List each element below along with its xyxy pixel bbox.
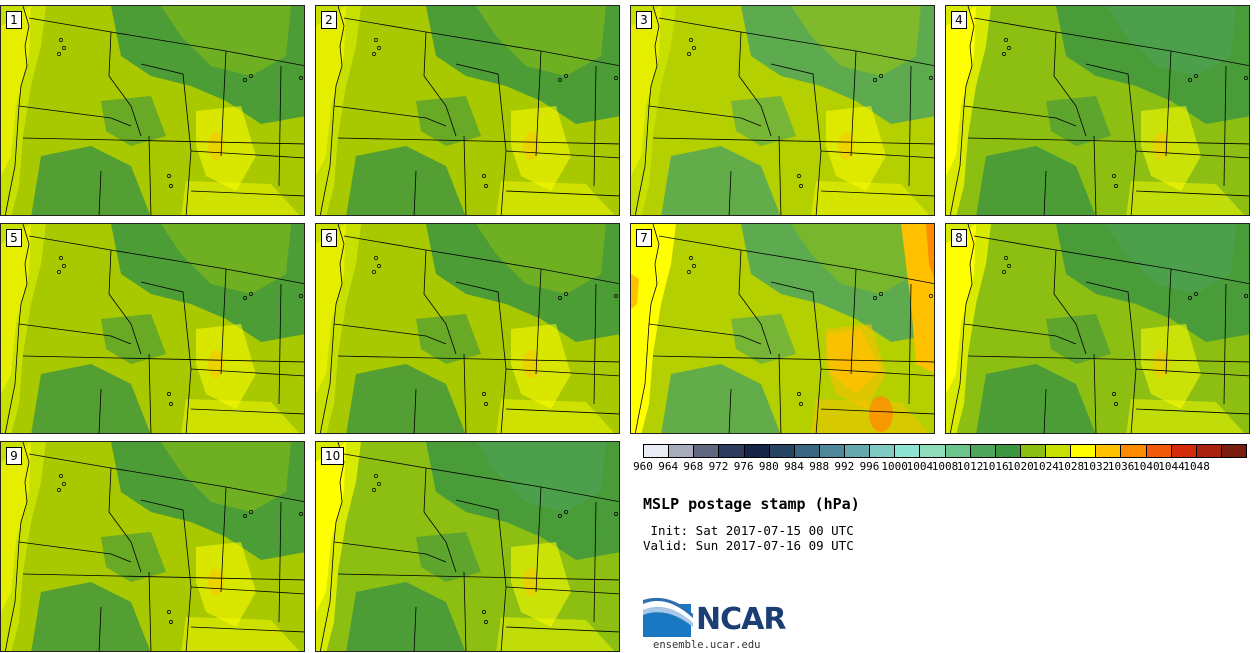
member-number-label: 1 [6, 11, 22, 29]
mslp-map [946, 6, 1249, 215]
colorbar-tick-label: 1024 [1032, 460, 1059, 473]
colorbar-tick-label: 1048 [1183, 460, 1210, 473]
colorbar-tick-label: 1028 [1057, 460, 1085, 473]
colorbar-swatch [1145, 444, 1171, 458]
mslp-map [1, 224, 304, 433]
init-time: Init: Sat 2017-07-15 00 UTC [643, 523, 854, 538]
colorbar-swatch [994, 444, 1020, 458]
colorbar-tick-label: 1000 [881, 460, 908, 473]
member-panel: 3 [630, 5, 935, 216]
colorbar-tick-label: 980 [758, 460, 779, 473]
colorbar-tick-label: 1040 [1133, 460, 1160, 473]
ncar-logo [643, 597, 693, 637]
member-number-label: 6 [321, 229, 337, 247]
mslp-map [316, 224, 619, 433]
colorbar-swatch [1170, 444, 1196, 458]
colorbar-swatch [844, 444, 870, 458]
colorbar-swatch [919, 444, 945, 458]
member-number-label: 9 [6, 447, 22, 465]
member-number-label: 7 [636, 229, 652, 247]
member-panel: 5 [0, 223, 305, 434]
member-panel: 6 [315, 223, 620, 434]
colorbar-tick-label: 964 [658, 460, 679, 473]
colorbar-tick-label: 1004 [906, 460, 934, 473]
member-panel: 9 [0, 441, 305, 652]
colorbar [643, 444, 1247, 458]
colorbar-tick-label: 960 [633, 460, 653, 473]
colorbar-swatch [944, 444, 970, 458]
colorbar-tick-label: 1016 [982, 460, 1009, 473]
colorbar-swatch [969, 444, 995, 458]
member-panel: 2 [315, 5, 620, 216]
colorbar-tick-label: 1036 [1107, 460, 1135, 473]
colorbar-swatch [1120, 444, 1146, 458]
colorbar-tick-label: 1012 [956, 460, 984, 473]
colorbar-swatch [1070, 444, 1096, 458]
colorbar-tick-label: 1008 [931, 460, 959, 473]
colorbar-swatch [643, 444, 669, 458]
member-number-label: 4 [951, 11, 967, 29]
colorbar-labels: 960 964 968 972 976 980 984 988 992 996 1000 1004 10… [633, 460, 1247, 474]
mslp-map [946, 224, 1249, 433]
colorbar-swatch [718, 444, 744, 458]
mslp-map [1, 442, 304, 651]
member-number-label: 10 [321, 447, 345, 465]
member-number-label: 8 [951, 229, 967, 247]
mslp-map [631, 6, 934, 215]
colorbar-tick-label: 972 [708, 460, 729, 473]
colorbar-swatch [793, 444, 819, 458]
plot-title: MSLP postage stamp (hPa) [643, 495, 860, 513]
colorbar-swatch [1220, 444, 1247, 458]
colorbar-swatch [894, 444, 920, 458]
colorbar-tick-label: 976 [733, 460, 754, 473]
colorbar-tick-label: 1032 [1082, 460, 1110, 473]
colorbar-tick-label: 968 [683, 460, 704, 473]
colorbar-tick-label: 1020 [1007, 460, 1034, 473]
mslp-map [1, 6, 304, 215]
member-panel: 10 [315, 441, 620, 652]
colorbar-tick-label: 1044 [1158, 460, 1185, 473]
mslp-map [316, 6, 619, 215]
colorbar-swatch [668, 444, 694, 458]
ncar-logo-text: NCAR [696, 602, 786, 637]
colorbar-swatch [1195, 444, 1221, 458]
colorbar-swatch [693, 444, 719, 458]
website-url: ensemble.ucar.edu [653, 639, 761, 651]
colorbar-swatch [1019, 444, 1045, 458]
member-panel: 8 [945, 223, 1250, 434]
colorbar-tick-label: 996 [859, 460, 880, 473]
mslp-map [631, 224, 934, 433]
colorbar-tick-label: 992 [834, 460, 855, 473]
member-number-label: 5 [6, 229, 22, 247]
colorbar-tick-label: 988 [809, 460, 830, 473]
member-panel: 1 [0, 5, 305, 216]
colorbar-swatch [869, 444, 895, 458]
colorbar-tick-label: 984 [784, 460, 804, 473]
member-number-label: 3 [636, 11, 652, 29]
colorbar-swatch [1095, 444, 1121, 458]
colorbar-swatch [743, 444, 769, 458]
mslp-map [316, 442, 619, 651]
colorbar-swatch [1045, 444, 1071, 458]
member-number-label: 2 [321, 11, 337, 29]
colorbar-swatch [768, 444, 794, 458]
colorbar-swatch [818, 444, 844, 458]
member-panel: 4 [945, 5, 1250, 216]
member-panel: 7 [630, 223, 935, 434]
valid-time: Valid: Sun 2017-07-16 09 UTC [643, 538, 854, 553]
